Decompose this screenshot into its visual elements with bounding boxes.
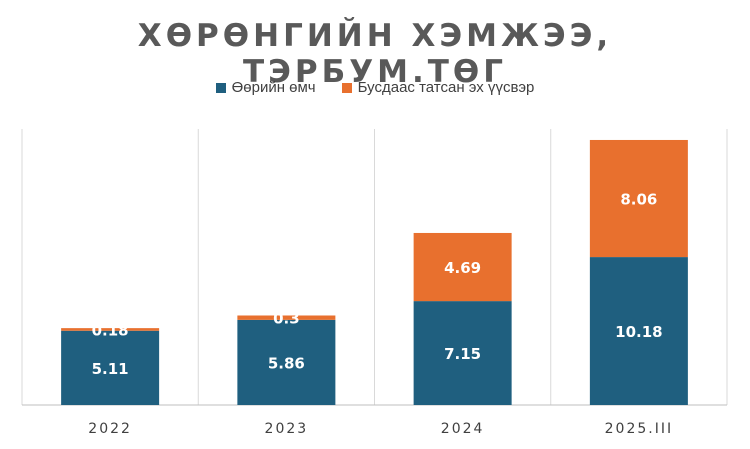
x-tick-label-2022: 2022 (88, 421, 132, 437)
data-label-equity-2023: 5.86 (268, 354, 305, 372)
bar-borrowed-2022 (61, 328, 160, 331)
legend-item-borrowed: Бусдаас татсан эх үүсвэр (341, 79, 535, 96)
chart-legend: Өөрийн өмч Бусдаас татсан эх үүсвэр (0, 79, 750, 96)
bar-equity-2022 (61, 330, 160, 405)
data-label-equity-2022: 5.11 (92, 360, 129, 378)
bar-equity-2024 (413, 301, 512, 405)
bar-equity-2025.III (589, 257, 688, 405)
legend-label-borrowed: Бусдаас татсан эх үүсвэр (357, 79, 535, 96)
bar-borrowed-2024 (413, 232, 512, 302)
bar-borrowed-2025.III (589, 139, 688, 258)
x-tick-label-2023: 2023 (265, 421, 309, 437)
chart-title: ХӨРӨНГИЙН ХЭМЖЭЭ, ТЭРБУМ.ТӨГ (137, 18, 613, 90)
data-label-borrowed-2023: 0.3 (273, 310, 300, 328)
data-label-equity-2025.III: 10.18 (615, 323, 662, 341)
x-tick-label-2024: 2024 (441, 421, 485, 437)
bar-equity-2023 (237, 319, 336, 405)
bar-borrowed-2023 (237, 315, 336, 320)
legend-label-equity: Өөрийн өмч (231, 79, 316, 96)
legend-swatch-borrowed (341, 82, 352, 93)
x-tick-label-2025.III: 2025.III (605, 421, 673, 437)
data-label-borrowed-2024: 4.69 (444, 259, 481, 277)
data-label-borrowed-2022: 0.18 (92, 321, 129, 339)
legend-swatch-equity (215, 82, 226, 93)
data-label-borrowed-2025.III: 8.06 (620, 191, 657, 209)
legend-item-equity: Өөрийн өмч (215, 79, 316, 96)
data-label-equity-2024: 7.15 (444, 345, 481, 363)
